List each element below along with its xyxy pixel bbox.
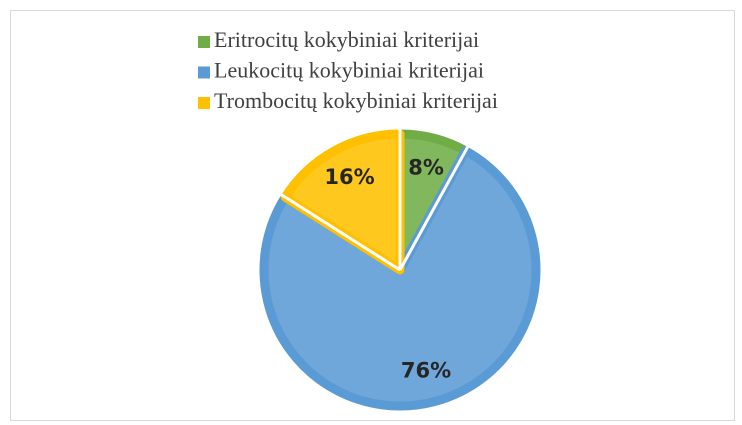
slice-separator [279,192,401,272]
data-label: 76% [401,358,451,382]
legend-label: Leukocitų kokybiniai kriterijai [214,58,484,83]
slice-separator [398,144,470,271]
data-label: 8% [408,156,444,180]
legend-label: Trombocitų kokybiniai kriterijai [214,88,498,113]
legend-swatch [198,66,210,79]
legend-swatch [198,97,210,109]
data-label: 16% [324,165,374,189]
legend-swatch [198,36,210,48]
pie-slice [259,146,541,411]
legend-label: Eritrocitų kokybiniai kriterijai [214,27,479,52]
pie-slice [280,129,405,275]
